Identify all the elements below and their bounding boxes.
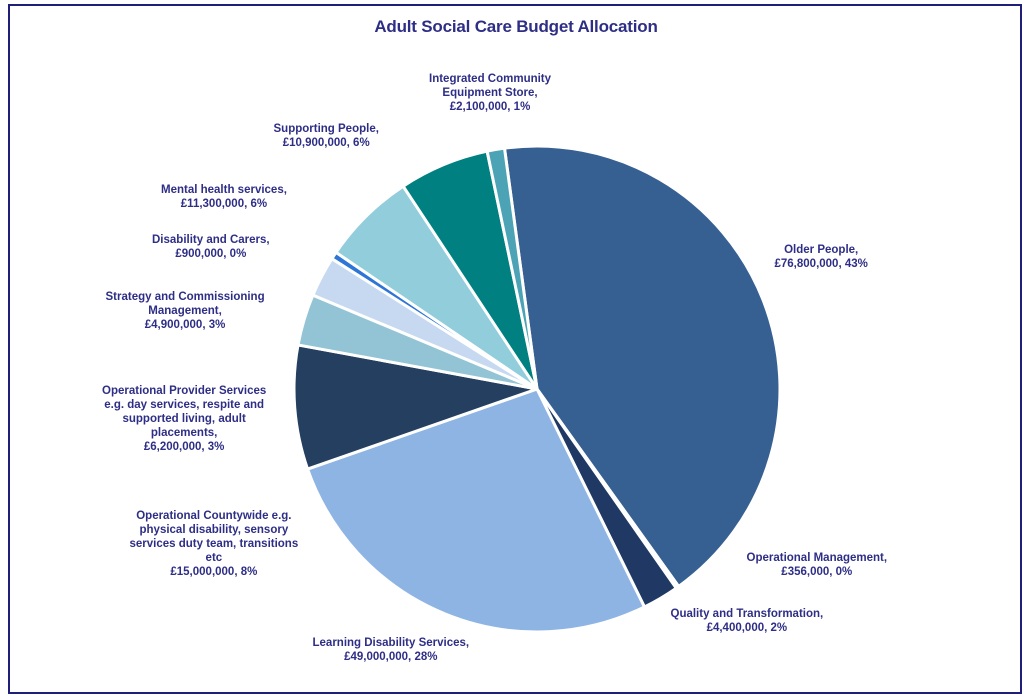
slice-label-disability-and-carers: Disability and Carers, £900,000, 0% — [152, 233, 270, 261]
slice-label-line: Disability and Carers, — [152, 234, 270, 246]
slice-label-integrated-community-equipment-store: Integrated Community Equipment Store, £2,1… — [429, 72, 551, 114]
slice-label-line: £4,400,000, 2% — [706, 622, 788, 634]
slice-label-line: £10,900,000, 6% — [282, 137, 370, 149]
pie-slice-older-people — [502, 144, 782, 588]
pie-chart — [292, 144, 782, 634]
slice-label-line: Operational Provider Services — [102, 385, 267, 397]
slice-label-line: Operational Management, — [746, 552, 888, 564]
slice-label-line: Equipment Store, — [442, 87, 538, 99]
slice-label-line: supported living, adult — [122, 413, 246, 425]
slice-label-line: £76,800,000, 43% — [774, 258, 868, 270]
slice-label-line: £2,100,000, 1% — [449, 101, 531, 113]
slice-label-line: Mental health services, — [161, 184, 287, 196]
slice-label-line: £15,000,000, 8% — [170, 566, 258, 578]
slice-label-line: Quality and Transformation, — [670, 608, 824, 620]
slice-label-line: services duty team, transitions — [129, 538, 299, 550]
slice-label-line: £11,300,000, 6% — [180, 198, 268, 210]
slice-label-quality-and-transformation: Quality and Transformation, £4,400,000, 2… — [671, 607, 824, 635]
slice-label-line: £4,900,000, 3% — [144, 319, 226, 331]
slice-label-line: Operational Countywide e.g. — [136, 510, 292, 522]
pie-slice-operational-countywide — [292, 343, 539, 471]
slice-label-learning-disability-services: Learning Disability Services, £49,000,000… — [313, 636, 470, 664]
slice-label-operational-provider-services: Operational Provider Services e.g. day se… — [102, 384, 266, 454]
slice-label-line: £900,000, 0% — [175, 248, 247, 260]
slice-label-strategy-and-commissioning-management: Strategy and Commissioning Management, £4,… — [106, 290, 265, 332]
slice-label-operational-countywide: Operational Countywide e.g. physical disa… — [130, 509, 299, 579]
slice-label-line: Integrated Community — [429, 73, 552, 85]
slice-label-line: £49,000,000, 28% — [344, 651, 438, 663]
slice-label-line: Strategy and Commissioning — [105, 291, 265, 303]
slice-label-older-people: Older People, £76,800,000, 43% — [775, 243, 868, 271]
slice-label-line: Older People, — [784, 244, 859, 256]
slice-label-supporting-people: Supporting People, £10,900,000, 6% — [274, 122, 379, 150]
pie-slice-integrated-community-equipment-store — [485, 146, 539, 391]
chart-title: Adult Social Care Budget Allocation — [374, 17, 658, 36]
pie-slice-learning-disability-services — [306, 387, 646, 634]
slice-label-line: Supporting People, — [273, 123, 379, 135]
slice-label-line: physical disability, sensory — [139, 524, 289, 536]
slice-label-line: Management, — [148, 305, 222, 317]
slice-label-operational-management: Operational Management, £356,000, 0% — [747, 551, 888, 579]
slice-label-line: £6,200,000, 3% — [143, 441, 225, 453]
slice-label-line: etc — [205, 552, 223, 564]
slice-label-mental-health-services: Mental health services, £11,300,000, 6% — [161, 183, 287, 211]
slice-label-line: e.g. day services, respite and — [104, 399, 265, 411]
slice-label-line: Learning Disability Services, — [312, 637, 470, 649]
slice-label-line: £356,000, 0% — [781, 566, 853, 578]
slice-label-line: placements, — [150, 427, 218, 439]
